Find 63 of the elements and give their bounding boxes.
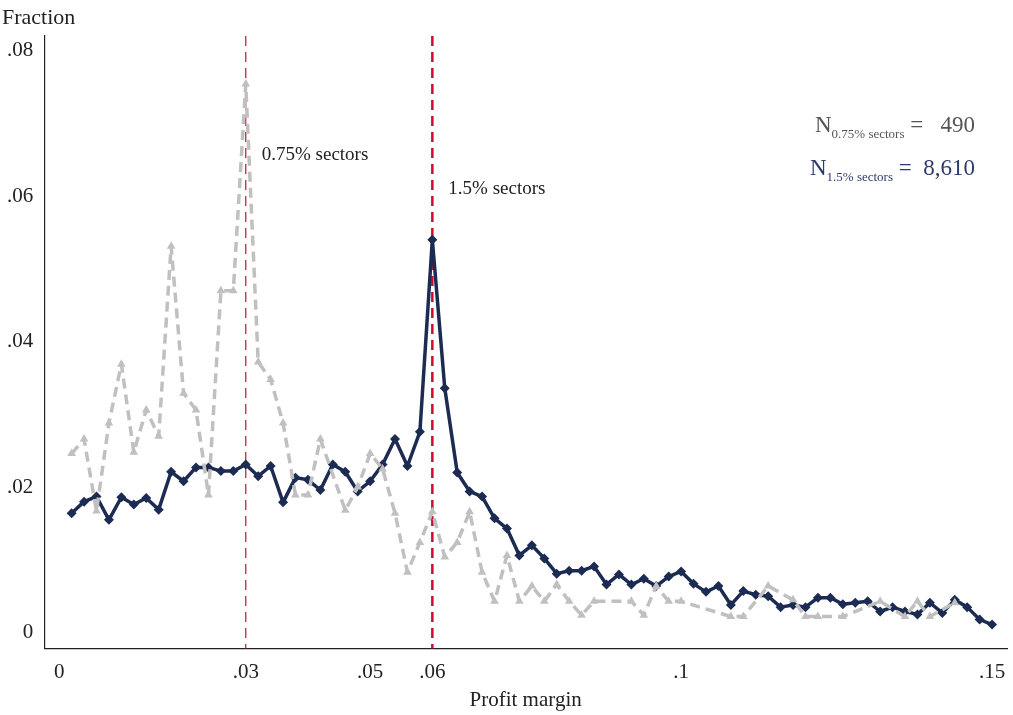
point bbox=[738, 611, 748, 620]
point bbox=[539, 596, 549, 604]
point bbox=[316, 434, 325, 442]
point bbox=[465, 506, 474, 515]
point bbox=[291, 490, 300, 498]
point bbox=[639, 610, 649, 618]
x-tick-label: .15 bbox=[978, 658, 1006, 683]
x-tick-label: .1 bbox=[673, 658, 689, 683]
point bbox=[726, 611, 736, 620]
x-tick-label: .03 bbox=[232, 658, 259, 683]
point bbox=[913, 596, 922, 604]
point bbox=[552, 579, 562, 588]
point bbox=[340, 505, 350, 513]
point bbox=[925, 611, 935, 620]
point bbox=[900, 611, 910, 620]
point bbox=[216, 285, 226, 294]
point bbox=[676, 596, 686, 604]
point bbox=[67, 448, 76, 457]
y-axis-title: Fraction bbox=[2, 4, 76, 30]
point bbox=[166, 241, 176, 249]
point bbox=[452, 537, 462, 545]
point bbox=[378, 463, 387, 472]
point bbox=[813, 611, 823, 620]
point bbox=[79, 434, 89, 442]
point bbox=[428, 506, 437, 515]
y-tick-label: .02 bbox=[7, 473, 34, 498]
point bbox=[801, 611, 810, 620]
point bbox=[241, 79, 251, 87]
x-axis-title: Profit margin bbox=[469, 686, 583, 711]
point bbox=[838, 611, 848, 620]
point bbox=[253, 356, 263, 365]
point bbox=[564, 596, 574, 604]
x-tick-label: .05 bbox=[357, 658, 384, 683]
y-tick-label: .04 bbox=[7, 328, 34, 353]
point bbox=[403, 567, 412, 575]
point bbox=[365, 448, 375, 457]
point bbox=[141, 404, 151, 413]
point bbox=[117, 359, 126, 367]
annotation: N$_{1.5% sectors}$ = 8,610 bbox=[809, 153, 975, 186]
x-tick-label: .06 bbox=[419, 658, 446, 683]
ref-line-label: 0.75% sectors bbox=[261, 143, 369, 165]
x-tick-label: 0 bbox=[53, 658, 65, 683]
point bbox=[589, 596, 599, 604]
point bbox=[490, 596, 499, 604]
point bbox=[515, 596, 524, 604]
point bbox=[788, 594, 798, 603]
ref-line-label: 1.5% sectors bbox=[448, 177, 546, 199]
annotation: N$_{0.75% sectors}$ = 490 bbox=[813, 111, 975, 143]
point bbox=[353, 482, 363, 490]
y-tick-label: .08 bbox=[7, 37, 34, 62]
y-tick-label: .06 bbox=[7, 182, 34, 207]
point bbox=[577, 610, 586, 618]
point bbox=[664, 596, 673, 604]
point bbox=[278, 418, 288, 426]
point bbox=[627, 596, 636, 604]
point bbox=[390, 508, 400, 516]
point bbox=[527, 581, 537, 589]
point bbox=[502, 550, 512, 558]
y-tick-label: 0 bbox=[22, 619, 34, 644]
point bbox=[415, 537, 425, 545]
point bbox=[303, 490, 313, 498]
point bbox=[228, 285, 238, 294]
point bbox=[266, 374, 275, 382]
